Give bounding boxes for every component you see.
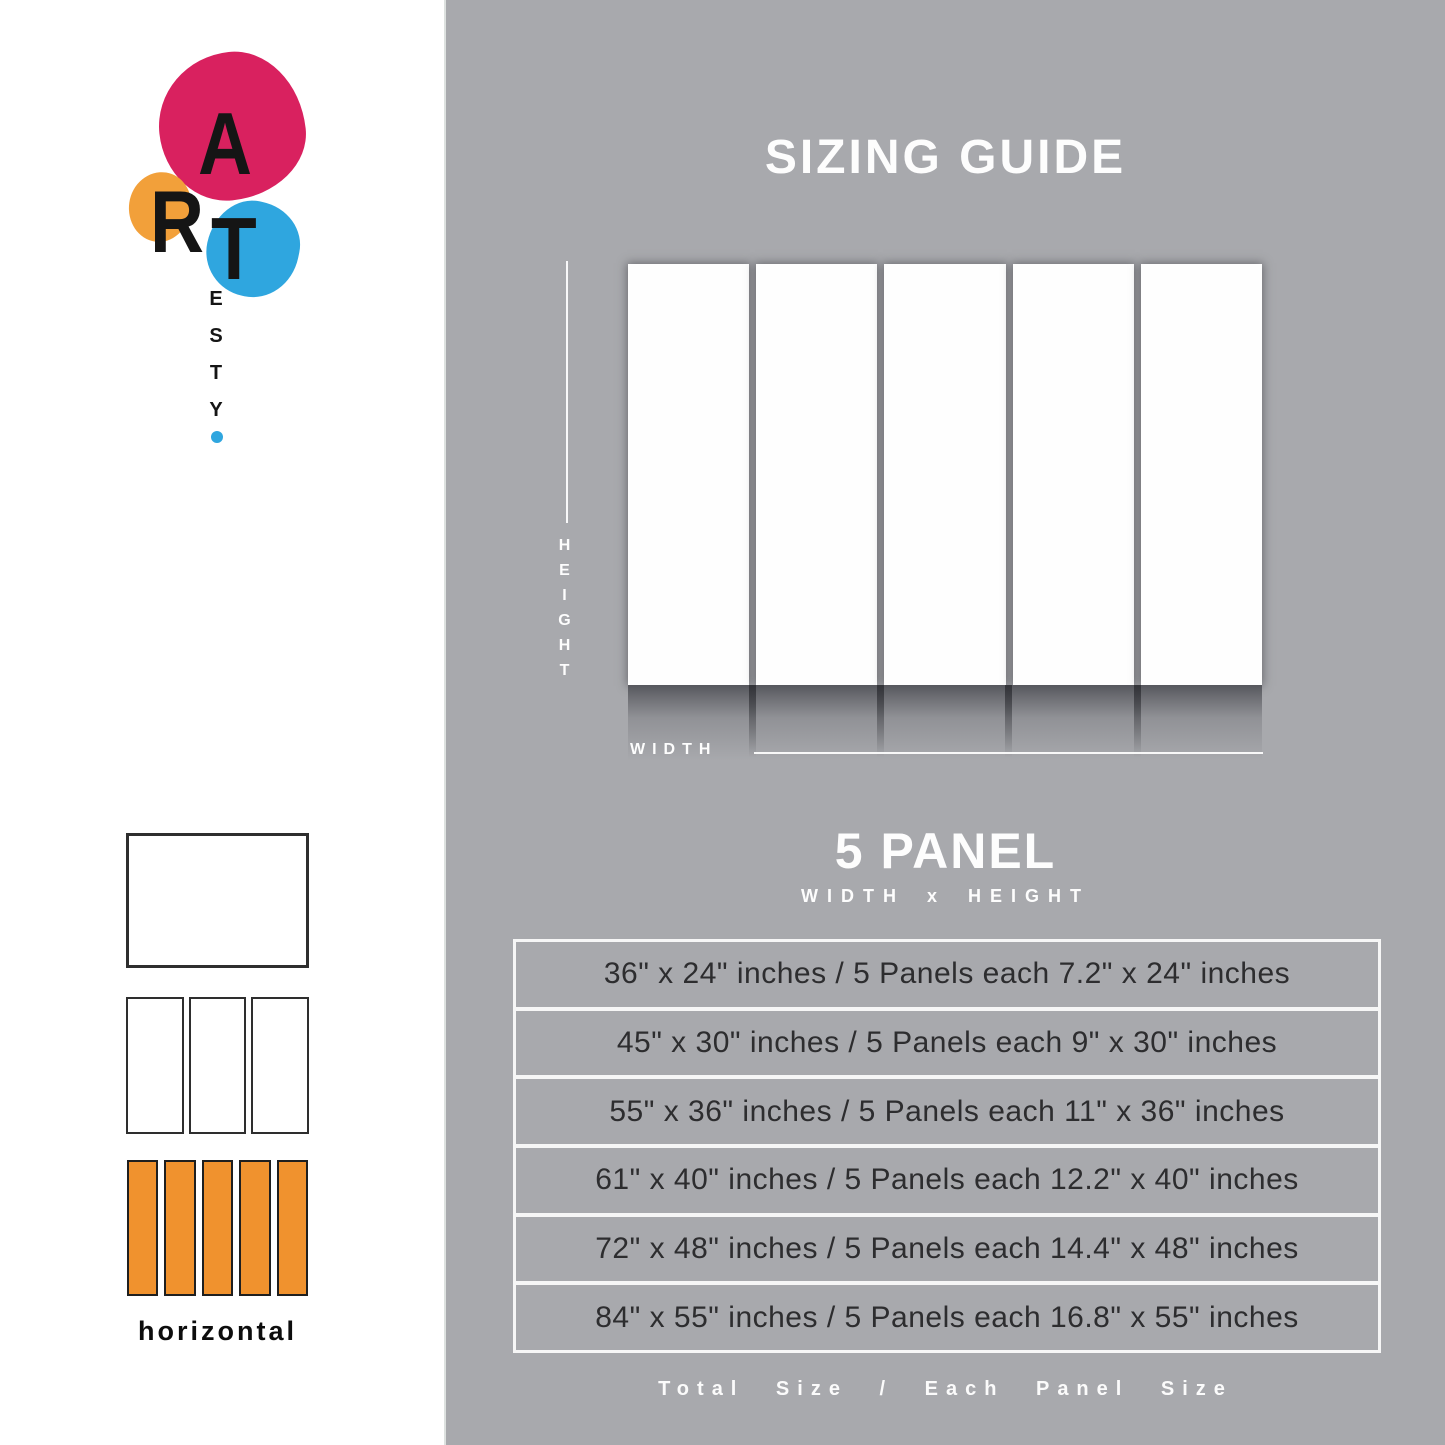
size-table-row: 36" x 24" inches / 5 Panels each 7.2" x … xyxy=(516,942,1378,1011)
size-table-row: 84" x 55" inches / 5 Panels each 16.8" x… xyxy=(595,1300,1299,1334)
logo-letter-a: A xyxy=(198,94,253,193)
size-table-row: 61" x 40" inches / 5 Panels each 12.2" x… xyxy=(516,1148,1378,1217)
sizing-guide-panel: SIZING GUIDE HEIGHT WIDTH 5 PANEL WID xyxy=(444,0,1445,1445)
logo-vletter: S xyxy=(209,325,223,347)
thumbnail-3-panel-cell xyxy=(188,997,247,1134)
diagram-panel xyxy=(884,264,1006,685)
panel-shadow-reflection xyxy=(628,685,1262,767)
height-axis-label: HEIGHT xyxy=(556,537,573,687)
orientation-label: horizontal xyxy=(138,1316,297,1346)
dimension-order-subheading: WIDTH x HEIGHT xyxy=(801,886,1090,906)
diagram-panel xyxy=(756,264,878,685)
size-table-row: 55" x 36" inches / 5 Panels each 11" x 3… xyxy=(516,1079,1378,1149)
thumbnail-5-panel-cell xyxy=(201,1160,234,1296)
logo-vletter: T xyxy=(209,362,223,384)
logo-letter-t: T xyxy=(211,199,257,298)
panel-gap-shadow xyxy=(1134,685,1141,757)
logo-vertical-letters: E S T Y xyxy=(200,289,232,420)
panel-gap-shadow xyxy=(1005,685,1012,757)
panel-gap-shadow xyxy=(749,685,756,757)
table-legend: Total Size / Each Panel Size xyxy=(658,1378,1233,1400)
thumbnail-3-panel xyxy=(126,997,310,1134)
logo-vletter: Y xyxy=(209,399,223,421)
width-axis-line xyxy=(754,752,1263,754)
width-axis-label: WIDTH xyxy=(630,741,718,758)
height-axis-line xyxy=(566,261,568,523)
thumbnail-5-panel-selected xyxy=(127,1160,309,1296)
thumbnail-3-panel-cell xyxy=(126,997,184,1134)
page-title: SIZING GUIDE xyxy=(764,131,1127,184)
diagram-panel xyxy=(1140,264,1263,685)
thumbnail-5-panel-cell xyxy=(276,1160,309,1296)
thumbnail-5-panel-cell xyxy=(164,1160,196,1296)
diagram-panels xyxy=(628,264,1263,685)
size-table: 36" x 24" inches / 5 Panels each 7.2" x … xyxy=(513,939,1381,1353)
diagram-panel xyxy=(628,264,750,685)
logo-dot xyxy=(211,431,223,443)
thumbnail-3-panel-cell xyxy=(251,997,310,1134)
size-table-row: 45" x 30" inches / 5 Panels each 9" x 30… xyxy=(516,1011,1378,1080)
size-table-row: 72" x 48" inches / 5 Panels each 14.4" x… xyxy=(516,1217,1378,1286)
logo-vletter: E xyxy=(209,288,223,310)
diagram-panel xyxy=(1012,264,1134,685)
thumbnail-5-panel-cell xyxy=(239,1160,271,1296)
logo-letter-r: R xyxy=(150,172,205,271)
thumbnail-5-panel-cell xyxy=(127,1160,159,1296)
panel-gap-shadow xyxy=(877,685,884,757)
thumbnail-1-panel xyxy=(126,833,309,968)
panel-count-heading: 5 PANEL xyxy=(834,823,1057,879)
